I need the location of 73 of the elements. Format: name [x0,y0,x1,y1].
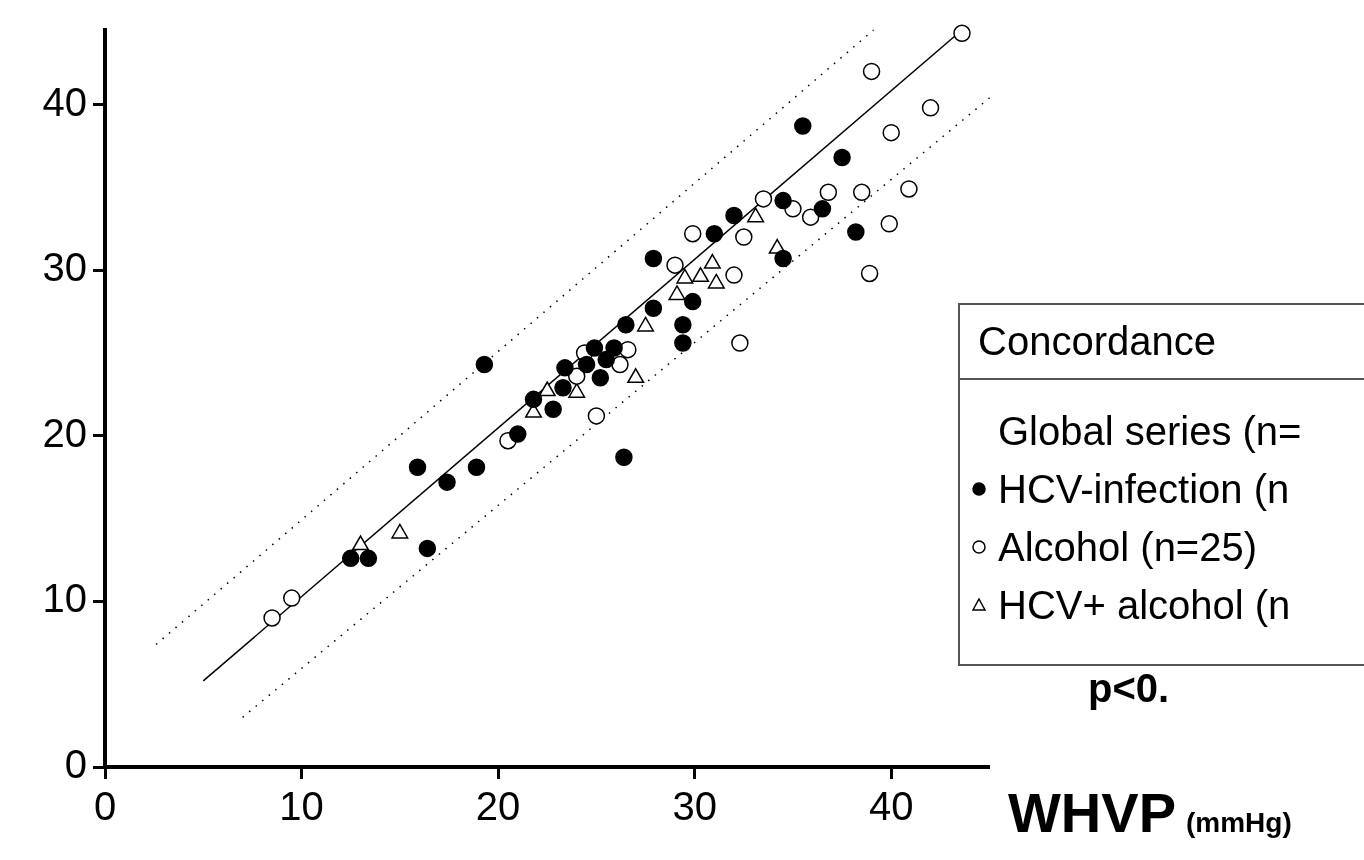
point [418,539,437,558]
point [683,224,702,243]
point [921,99,940,117]
legend-title: Concordance [960,305,1364,380]
point [282,589,301,607]
point [725,266,743,284]
point [801,208,820,226]
point [692,267,710,283]
point [674,316,692,334]
point [617,316,635,334]
point [556,359,574,377]
point [953,24,971,43]
point [644,249,663,268]
point [774,249,792,268]
point [683,292,702,311]
x-tick-label: 0 [93,784,117,829]
point [900,180,918,198]
point [544,400,562,419]
point [341,549,360,568]
point [509,425,527,443]
point [735,228,753,246]
point [359,549,378,568]
x-tick-label: 30 [672,784,717,829]
point [833,148,851,167]
point [587,407,606,425]
y-tick-label: 20 [42,410,87,455]
point [605,339,623,357]
point [852,183,871,202]
point [467,458,486,476]
point [351,535,370,551]
point [263,609,281,627]
point [813,200,832,218]
point [705,224,724,243]
x-tick-label: 20 [475,784,521,829]
point [577,355,596,374]
point [438,473,456,491]
point [847,223,865,241]
text: Global series (n= [997,408,1303,455]
point [475,355,494,374]
y-tick-label: 30 [42,245,87,290]
point [554,378,572,397]
point [819,183,838,202]
point [524,390,543,409]
point [666,256,684,274]
legend-label: HCV+ alcohol (n [998,582,1291,629]
point [644,299,663,317]
x-axis-title: WHVP (mmHg) [1008,781,1292,844]
point [731,334,749,352]
point [591,369,610,387]
y-tick-label: 40 [42,79,87,124]
point [668,285,686,301]
point [585,339,604,357]
point [408,458,427,476]
point [754,190,773,208]
point [860,264,879,283]
point [794,117,812,135]
point [538,381,556,397]
legend-label: Alcohol (n=25) [998,524,1258,571]
point [627,368,645,384]
point [615,448,633,467]
point [611,355,629,374]
text: p<0. [1088,666,1170,710]
y-tick-label: 10 [42,576,87,621]
y-tick-label: 0 [64,742,87,787]
point [725,206,743,225]
point [880,215,899,233]
point [774,191,792,210]
point [674,334,692,352]
point [882,123,900,142]
x-tick-label: 40 [868,784,914,829]
x-tick-label: 10 [279,784,324,829]
point [862,62,881,81]
legend-label: HCV-infection (n [998,466,1290,513]
